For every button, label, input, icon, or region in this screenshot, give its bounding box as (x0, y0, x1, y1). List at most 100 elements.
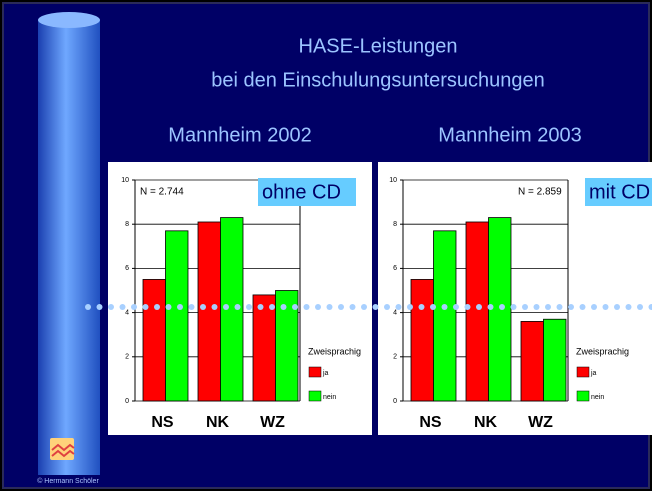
legend-swatch (576, 390, 590, 402)
dot (510, 304, 517, 310)
legend-title: Zweisprachig (308, 346, 361, 356)
dot (257, 304, 264, 310)
dot (568, 304, 574, 310)
bar (142, 279, 166, 402)
dot (338, 304, 344, 310)
y-tick-label: 8 (393, 221, 397, 228)
y-tick-label: 0 (393, 398, 397, 405)
dot (430, 304, 436, 310)
dot (441, 304, 448, 310)
y-tick-label: 10 (121, 177, 129, 184)
bar (197, 221, 221, 402)
dot (384, 304, 390, 310)
dot (165, 304, 172, 310)
dot (579, 304, 586, 310)
dot (154, 304, 160, 310)
dot (211, 304, 218, 310)
logo-mark (51, 443, 75, 458)
x-tick-label: NK (206, 414, 230, 431)
dot (361, 304, 367, 310)
y-tick-label: 8 (125, 221, 129, 228)
bar (165, 230, 189, 402)
cylinder-top (38, 12, 100, 28)
y-tick-label: 4 (125, 309, 129, 316)
dot (418, 304, 425, 310)
chart-title: Mannheim 2003 (438, 124, 581, 146)
annotation-box (258, 178, 356, 206)
x-tick-label: NS (151, 414, 174, 431)
y-tick-label: 6 (125, 265, 129, 272)
legend-title: Zweisprachig (576, 346, 629, 356)
dot (591, 304, 597, 310)
dot (395, 304, 402, 310)
dot (200, 304, 206, 310)
dot (407, 304, 413, 310)
dot (96, 304, 103, 310)
dot (177, 304, 183, 310)
title: HASE-Leistungen (299, 35, 458, 57)
legend-swatch (308, 390, 322, 402)
dot (625, 304, 632, 310)
bar (520, 321, 544, 402)
dot (280, 304, 287, 310)
dot (142, 304, 149, 310)
bar (410, 279, 434, 402)
dot (326, 304, 333, 310)
dot (499, 304, 505, 310)
dot (487, 304, 494, 310)
bar (433, 230, 457, 402)
dot (234, 304, 241, 310)
dot (637, 304, 643, 310)
annotation-box (585, 178, 652, 206)
dot (464, 304, 471, 310)
dot (188, 304, 195, 310)
dot (223, 304, 229, 310)
dot (602, 304, 609, 310)
x-tick-label: WZ (260, 414, 285, 431)
y-tick-label: 2 (393, 354, 397, 361)
legend-label: nein (323, 394, 336, 401)
dot (476, 304, 482, 310)
dot (269, 304, 275, 310)
legend-swatch (308, 366, 322, 378)
dot (545, 304, 551, 310)
dot (349, 304, 356, 310)
legend-swatch (576, 366, 590, 378)
dot (453, 304, 459, 310)
dot (246, 304, 252, 310)
legend-label: ja (590, 370, 597, 377)
annotation: ohne CD (262, 181, 341, 203)
y-tick-label: 2 (125, 354, 129, 361)
x-tick-label: NK (474, 414, 498, 431)
cylinder (38, 20, 100, 475)
annotation: N = 2.859 (518, 187, 562, 198)
title: bei den Einschulungsuntersuchungen (211, 69, 545, 91)
bar (488, 217, 512, 402)
x-tick-label: NS (419, 414, 442, 431)
footer: © Hermann Schöler (37, 477, 99, 485)
legend-label: nein (591, 394, 604, 401)
dot (119, 304, 126, 310)
bar (275, 290, 299, 402)
bar (252, 294, 276, 402)
dot (131, 304, 137, 310)
annotation: N = 2.744 (140, 187, 184, 198)
y-tick-label: 4 (393, 309, 397, 316)
bar (543, 318, 567, 402)
dot (292, 304, 298, 310)
dot (522, 304, 528, 310)
dot (372, 304, 379, 310)
y-tick-label: 0 (125, 398, 129, 405)
y-tick-label: 10 (389, 177, 397, 184)
dot (303, 304, 310, 310)
bar (220, 217, 244, 402)
y-tick-label: 6 (393, 265, 397, 272)
annotation: mit CD (589, 181, 650, 203)
bar (465, 221, 489, 402)
chart-title: Mannheim 2002 (168, 124, 311, 146)
dot (614, 304, 620, 310)
dot (315, 304, 321, 310)
dot (85, 304, 91, 310)
legend-label: ja (322, 370, 329, 377)
x-tick-label: WZ (528, 414, 553, 431)
